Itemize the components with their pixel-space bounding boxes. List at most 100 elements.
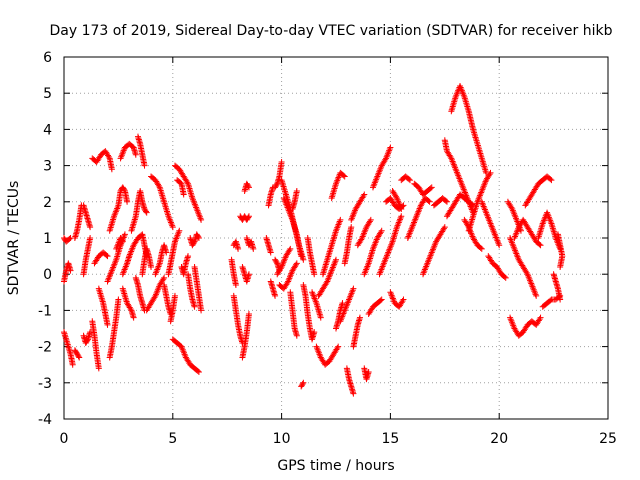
data-point — [382, 156, 389, 163]
data-point — [293, 260, 300, 267]
data-point — [350, 390, 357, 397]
data-point — [273, 181, 280, 188]
data-point — [501, 273, 508, 280]
data-point — [548, 177, 555, 184]
data-point — [155, 182, 162, 189]
x-axis-tick-labels: 0 5 10 15 20 25 — [60, 431, 617, 447]
data-point — [311, 329, 318, 336]
x-tick-label: 0 — [60, 431, 69, 447]
data-point — [337, 216, 344, 223]
y-tick-label: -2 — [38, 340, 52, 356]
data-point — [547, 176, 554, 183]
data-point — [87, 235, 94, 241]
data-point — [245, 213, 252, 220]
data-point — [104, 253, 111, 260]
data-point — [399, 297, 406, 304]
data-point — [333, 256, 339, 263]
data-point — [447, 153, 454, 160]
data-point — [195, 368, 202, 375]
data-point — [361, 191, 368, 198]
data-point — [339, 300, 346, 307]
x-tick-label: 20 — [490, 431, 508, 447]
data-point — [106, 354, 113, 361]
data-point — [143, 209, 150, 216]
data-point — [121, 231, 128, 238]
data-point — [533, 292, 540, 299]
data-point — [300, 256, 307, 263]
data-point — [132, 151, 139, 158]
data-point — [537, 242, 544, 249]
data-point — [239, 354, 246, 361]
data-point — [469, 201, 475, 208]
data-point — [427, 185, 434, 192]
data-point — [171, 292, 178, 299]
data-point — [378, 227, 385, 234]
data-point — [180, 191, 187, 198]
data-point — [161, 274, 168, 281]
data-point — [442, 197, 449, 204]
data-point — [502, 274, 509, 281]
data-point — [356, 314, 363, 321]
y-tick-label: 4 — [43, 122, 52, 138]
data-point — [557, 296, 564, 303]
data-point — [176, 227, 183, 234]
data-point — [104, 321, 111, 328]
data-point — [95, 365, 102, 372]
data-point — [428, 184, 435, 191]
data-point — [142, 208, 149, 215]
y-tick-label: 0 — [43, 267, 52, 283]
data-point — [398, 206, 405, 213]
data-point — [405, 176, 412, 183]
data-point — [289, 206, 296, 213]
data-point — [127, 305, 134, 312]
data-point — [195, 235, 202, 241]
data-point — [284, 279, 291, 286]
data-point — [67, 267, 74, 274]
data-point — [323, 279, 330, 286]
y-tick-label: -1 — [38, 303, 52, 319]
data-point — [108, 166, 115, 173]
data-point — [141, 162, 148, 169]
y-tick-label: 1 — [43, 231, 52, 247]
y-axis-tick-labels: -4 -3 -2 -1 0 1 2 3 4 5 6 — [38, 50, 52, 428]
data-point — [443, 198, 450, 205]
data-point — [547, 297, 554, 304]
data-point — [486, 171, 493, 178]
data-point — [66, 235, 73, 242]
data-point — [292, 261, 299, 268]
data-point — [537, 314, 544, 321]
data-point — [487, 169, 494, 176]
data-point — [350, 285, 357, 292]
data-point — [198, 216, 205, 223]
data-point — [231, 241, 238, 248]
data-point — [317, 314, 324, 321]
data-point — [245, 214, 252, 221]
data-point — [194, 368, 201, 375]
data-point — [245, 271, 252, 278]
data-point — [523, 269, 530, 276]
data-point — [366, 218, 373, 225]
data-point — [198, 307, 205, 314]
data-point — [148, 263, 155, 270]
data-point — [245, 184, 252, 191]
data-point — [184, 179, 191, 186]
data-point — [151, 294, 158, 301]
grid-lines — [64, 57, 608, 419]
data-point — [464, 222, 471, 229]
data-point — [478, 245, 485, 252]
data-point — [425, 197, 432, 204]
data-point — [557, 263, 564, 270]
data-point — [299, 381, 306, 388]
data-point — [195, 233, 202, 240]
data-point — [440, 225, 447, 232]
data-point — [311, 271, 318, 278]
y-tick-label: 5 — [43, 86, 52, 102]
data-point — [190, 239, 197, 246]
data-point — [273, 259, 280, 266]
data-point — [232, 282, 239, 289]
data-point — [508, 204, 515, 211]
y-tick-label: 6 — [43, 50, 52, 66]
data-point — [119, 237, 126, 244]
data-point — [426, 198, 433, 205]
